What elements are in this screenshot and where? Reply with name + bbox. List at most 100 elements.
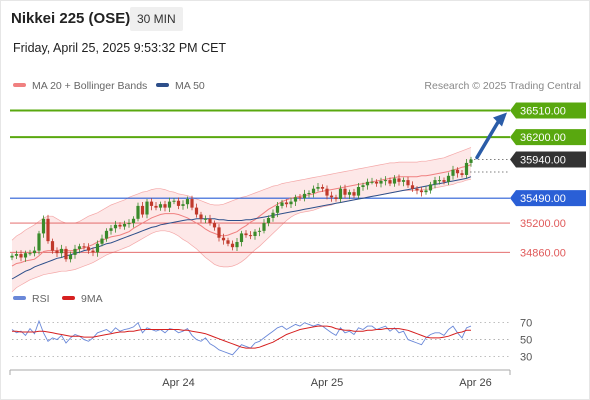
level-label-35940.00: 35940.00 (510, 151, 586, 168)
candle-body (172, 200, 176, 202)
candles (10, 156, 473, 263)
candle-body (464, 162, 469, 175)
candle-body (91, 250, 95, 253)
legend-bollinger: MA 20 + Bollinger Bands (13, 80, 147, 92)
level-label-36510.00: 36510.00 (510, 102, 586, 119)
candle-body (140, 205, 145, 215)
candle-body (194, 207, 199, 215)
forecast-arrow-head (493, 112, 507, 127)
forecast-arrow-shaft (475, 118, 501, 160)
candle-body (28, 253, 32, 255)
candle-body (266, 217, 271, 224)
legend-rsi-ma: 9MA (62, 293, 103, 305)
candle-body (406, 180, 410, 186)
candle-body (437, 180, 442, 182)
candle-body (244, 233, 248, 236)
candle-body (392, 178, 397, 184)
candle-body (46, 218, 50, 242)
candle-body (185, 199, 190, 205)
candle-body (230, 243, 235, 248)
candle-body (379, 180, 383, 184)
legend-rsi: RSI (13, 293, 50, 305)
candle-body (77, 246, 82, 249)
interval-button[interactable]: 30 MIN (130, 7, 183, 31)
candle-body (226, 240, 230, 244)
rsi-tick-label: 50 (520, 335, 532, 347)
candle-body (118, 224, 122, 227)
bollinger-band-area (12, 147, 471, 292)
candle-body (446, 175, 451, 182)
candle-body (253, 231, 257, 236)
candle-body (10, 255, 14, 258)
candle-body (127, 223, 131, 225)
candle-body (284, 202, 289, 205)
candle-body (352, 192, 356, 196)
level-tag (510, 151, 586, 168)
candle-body (208, 218, 212, 224)
legend-label-ma50: MA 50 (175, 80, 205, 92)
candle-body (410, 185, 415, 189)
level-tag (510, 129, 586, 146)
rsi-ma-line (12, 325, 471, 349)
candle-body (415, 188, 419, 191)
candle-body (82, 246, 86, 248)
candle-body (307, 193, 311, 195)
candle-body (433, 180, 437, 185)
candle-body (212, 223, 217, 228)
x-tick-label: Apr 26 (459, 377, 491, 389)
candle-body (401, 180, 406, 182)
candle-body (347, 192, 352, 195)
level-label-36200.00: 36200.00 (510, 129, 586, 146)
candle-body (451, 169, 455, 176)
candle-body (113, 224, 118, 229)
candle-body (176, 200, 181, 206)
candle-body (262, 223, 266, 231)
rsi-line (11, 319, 472, 356)
candle-body (289, 201, 293, 205)
level-text: 36200.00 (520, 132, 566, 144)
candle-body (469, 159, 473, 163)
candle-body (361, 185, 365, 187)
candle-body (388, 180, 392, 184)
candle-body (302, 193, 307, 199)
candle-body (370, 181, 374, 183)
timestamp: Friday, April 25, 2025 9:53:32 PM CET (13, 41, 227, 55)
candle-body (343, 188, 347, 195)
candle-body (68, 254, 73, 260)
candle-body (311, 188, 316, 194)
candle-body (239, 233, 244, 243)
candle-body (154, 205, 158, 208)
candle-body (320, 186, 325, 189)
rsi-tick-label: 70 (520, 318, 532, 330)
candle-body (428, 184, 433, 191)
candle-body (203, 218, 208, 220)
candle-body (419, 190, 424, 193)
candle-body (460, 173, 464, 175)
rsi-tick-label: 30 (520, 352, 532, 364)
level-text: 35490.00 (520, 193, 566, 205)
candle-body (64, 248, 68, 260)
level-text: 36510.00 (520, 105, 566, 117)
candle-body (271, 212, 275, 218)
candle-body (199, 214, 203, 219)
candle-body (374, 181, 379, 184)
level-label-35490.00: 35490.00 (510, 190, 586, 207)
x-tick-label: Apr 25 (311, 377, 343, 389)
candle-body (131, 218, 136, 224)
candle-body (293, 197, 298, 202)
level-label-34860.00: 34860.00 (520, 247, 566, 259)
level-tag (510, 190, 586, 207)
legend-label-bollinger: MA 20 + Bollinger Bands (32, 80, 148, 92)
legend-swatch-rsi (13, 296, 26, 301)
candle-body (14, 254, 19, 256)
level-label-35200.00: 35200.00 (520, 218, 566, 230)
candle-body (37, 233, 41, 251)
instrument-title: Nikkei 225 (OSE) (11, 10, 131, 27)
candle-body (95, 243, 100, 253)
candle-body (73, 248, 77, 255)
candle-body (41, 218, 46, 234)
legend-label-rsi: RSI (32, 293, 50, 305)
candle-body (356, 186, 361, 196)
candle-body (100, 238, 104, 244)
